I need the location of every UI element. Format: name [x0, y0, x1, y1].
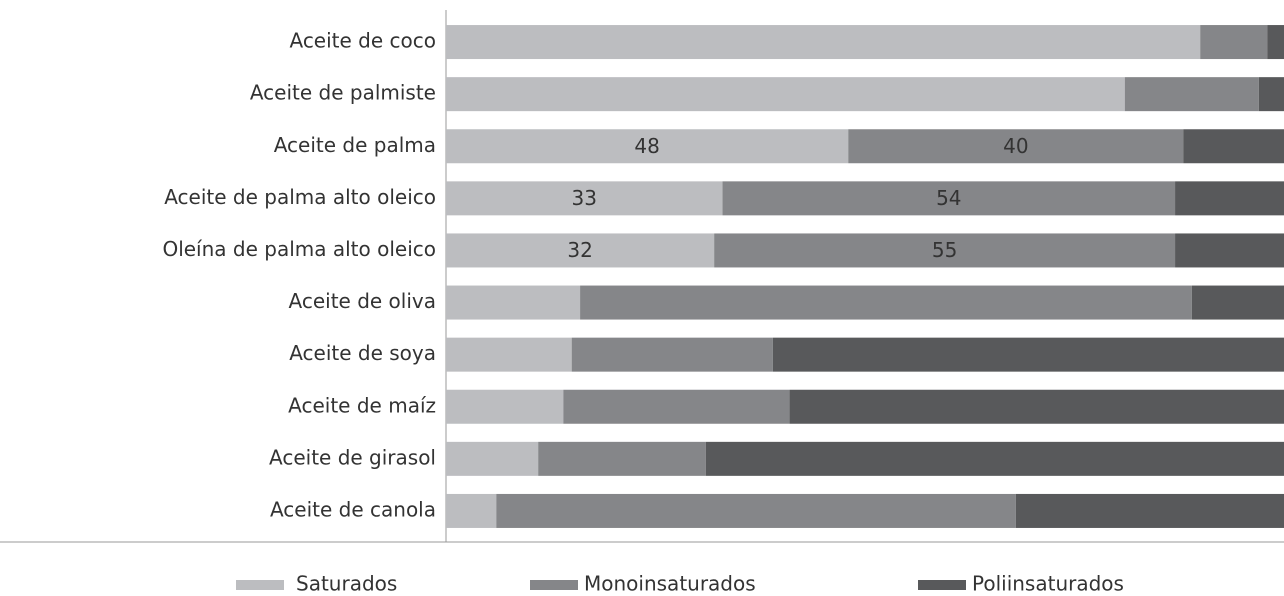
legend-swatch: [530, 580, 578, 590]
bar-segment: [446, 77, 1125, 112]
bar-segment: [1124, 77, 1259, 112]
bar-segment: [496, 493, 1016, 528]
y-tick-label: Aceite de soya: [289, 341, 436, 365]
y-tick-label: Aceite de girasol: [269, 445, 436, 469]
bar-segment: [446, 285, 581, 320]
bar-segment: [789, 389, 1284, 424]
y-tick-label: Aceite de coco: [289, 29, 436, 53]
data-label: 48: [634, 134, 659, 158]
legend-swatch: [918, 580, 966, 590]
y-tick-label: Oleína de palma alto oleico: [162, 237, 436, 261]
bar-segment: [1191, 285, 1284, 320]
y-tick-label: Aceite de palmiste: [250, 81, 436, 105]
bar-segment: [563, 389, 790, 424]
bar-segment: [1200, 25, 1268, 60]
bar-segment: [722, 181, 1176, 216]
legend-label: Saturados: [296, 572, 397, 596]
data-label: 32: [567, 238, 592, 262]
y-tick-label: Aceite de maíz: [288, 393, 436, 417]
legend-label: Poliinsaturados: [972, 572, 1124, 596]
data-label: 55: [932, 238, 957, 262]
bar-segment: [772, 337, 1284, 372]
bar-segment: [446, 337, 572, 372]
bar-segment: [446, 493, 497, 528]
bar-segment: [1015, 493, 1284, 528]
y-tick-label: Aceite de palma: [274, 133, 436, 157]
bar-segment: [705, 441, 1284, 476]
bar-segment: [1175, 233, 1284, 268]
bar-segment: [1267, 25, 1284, 60]
bar-segment: [1175, 181, 1284, 216]
bar-segment: [446, 25, 1201, 60]
y-tick-label: Aceite de canola: [270, 497, 436, 521]
bar-segment: [446, 389, 564, 424]
bar-segment: [446, 233, 715, 268]
data-label: 40: [1003, 134, 1028, 158]
y-tick-label: Aceite de oliva: [289, 289, 437, 313]
data-label: 54: [936, 186, 961, 210]
bar-segment: [446, 441, 539, 476]
legend-label: Monoinsaturados: [584, 572, 756, 596]
y-tick-label: Aceite de palma alto oleico: [164, 185, 436, 209]
bar-segment: [714, 233, 1176, 268]
bar-segment: [538, 441, 706, 476]
data-label: 33: [572, 186, 597, 210]
bar-segment: [1183, 129, 1284, 164]
bar-segment: [446, 129, 849, 164]
bar-segment: [848, 129, 1184, 164]
legend-swatch: [236, 580, 284, 590]
bar-segment: [571, 337, 773, 372]
bar-segment: [446, 181, 723, 216]
bar-segment: [1258, 77, 1284, 112]
bar-segment: [580, 285, 1192, 320]
